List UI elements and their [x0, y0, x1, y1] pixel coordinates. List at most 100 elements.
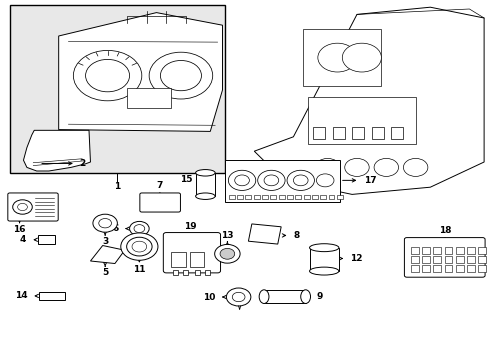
Bar	[295, 195, 301, 199]
Bar	[371, 127, 383, 139]
Text: 5: 5	[102, 268, 108, 277]
Bar	[444, 256, 451, 263]
Ellipse shape	[300, 290, 310, 303]
Circle shape	[18, 203, 27, 211]
FancyBboxPatch shape	[8, 193, 58, 221]
Bar	[444, 247, 451, 254]
Bar	[477, 265, 485, 272]
Text: 17: 17	[364, 176, 376, 185]
Bar	[421, 247, 429, 254]
Circle shape	[226, 288, 250, 306]
Bar	[38, 235, 55, 244]
Ellipse shape	[195, 193, 215, 199]
Circle shape	[85, 59, 129, 92]
Bar	[309, 248, 338, 271]
Circle shape	[160, 60, 201, 91]
Ellipse shape	[259, 290, 268, 303]
Bar	[205, 270, 210, 275]
Text: 8: 8	[293, 231, 299, 240]
Bar	[195, 173, 215, 196]
Bar	[303, 29, 381, 86]
Circle shape	[134, 225, 144, 233]
Bar	[264, 290, 305, 303]
Bar	[270, 195, 276, 199]
Circle shape	[214, 244, 240, 263]
Text: 10: 10	[203, 292, 215, 302]
Text: 14: 14	[15, 292, 27, 300]
Bar	[253, 195, 259, 199]
Bar	[432, 247, 440, 254]
Circle shape	[373, 158, 398, 176]
Polygon shape	[90, 246, 124, 264]
Circle shape	[126, 237, 152, 256]
Circle shape	[149, 52, 212, 99]
Polygon shape	[248, 224, 281, 244]
Circle shape	[228, 170, 255, 190]
Ellipse shape	[309, 267, 338, 275]
Bar	[127, 88, 171, 108]
Circle shape	[257, 170, 285, 190]
Circle shape	[315, 158, 339, 176]
Bar	[312, 127, 325, 139]
Text: 18: 18	[438, 226, 450, 235]
Circle shape	[13, 200, 32, 214]
Text: 3: 3	[102, 238, 108, 246]
Bar	[311, 195, 317, 199]
Circle shape	[93, 214, 117, 232]
Text: 7: 7	[156, 181, 163, 190]
Bar	[328, 195, 334, 199]
Circle shape	[234, 175, 249, 186]
Bar	[421, 256, 429, 263]
Circle shape	[73, 50, 142, 101]
Bar	[455, 265, 463, 272]
Bar	[332, 127, 344, 139]
Bar	[183, 270, 188, 275]
Circle shape	[132, 241, 146, 252]
Bar	[444, 265, 451, 272]
Bar	[171, 252, 185, 267]
Bar	[455, 256, 463, 263]
Bar	[336, 195, 342, 199]
Polygon shape	[59, 13, 222, 131]
Ellipse shape	[309, 244, 338, 252]
Polygon shape	[23, 130, 90, 171]
Circle shape	[316, 174, 333, 187]
Circle shape	[317, 43, 356, 72]
Bar	[477, 256, 485, 263]
FancyBboxPatch shape	[163, 233, 220, 273]
Bar	[228, 195, 234, 199]
Circle shape	[99, 219, 111, 228]
FancyBboxPatch shape	[404, 238, 484, 277]
Text: 15: 15	[179, 175, 192, 184]
Bar	[320, 195, 325, 199]
Ellipse shape	[195, 170, 215, 176]
Bar	[303, 195, 309, 199]
Bar	[10, 5, 224, 173]
Circle shape	[403, 158, 427, 176]
Text: 2: 2	[79, 159, 85, 168]
Bar	[410, 256, 418, 263]
Bar	[410, 247, 418, 254]
Circle shape	[264, 175, 278, 186]
Circle shape	[293, 175, 307, 186]
Bar	[466, 247, 474, 254]
Text: 9: 9	[316, 292, 323, 301]
Polygon shape	[254, 7, 483, 194]
Bar	[224, 160, 339, 202]
Bar	[172, 270, 177, 275]
Bar	[477, 247, 485, 254]
Bar	[39, 292, 64, 300]
Circle shape	[344, 158, 368, 176]
Text: 16: 16	[13, 225, 26, 234]
Circle shape	[342, 43, 381, 72]
Text: 6: 6	[112, 224, 118, 233]
Bar	[432, 265, 440, 272]
Text: 13: 13	[221, 231, 233, 240]
Bar	[307, 97, 415, 144]
Bar	[194, 270, 199, 275]
Bar	[278, 195, 284, 199]
Bar	[286, 195, 292, 199]
Bar	[432, 256, 440, 263]
Bar	[262, 195, 267, 199]
Circle shape	[232, 292, 244, 302]
